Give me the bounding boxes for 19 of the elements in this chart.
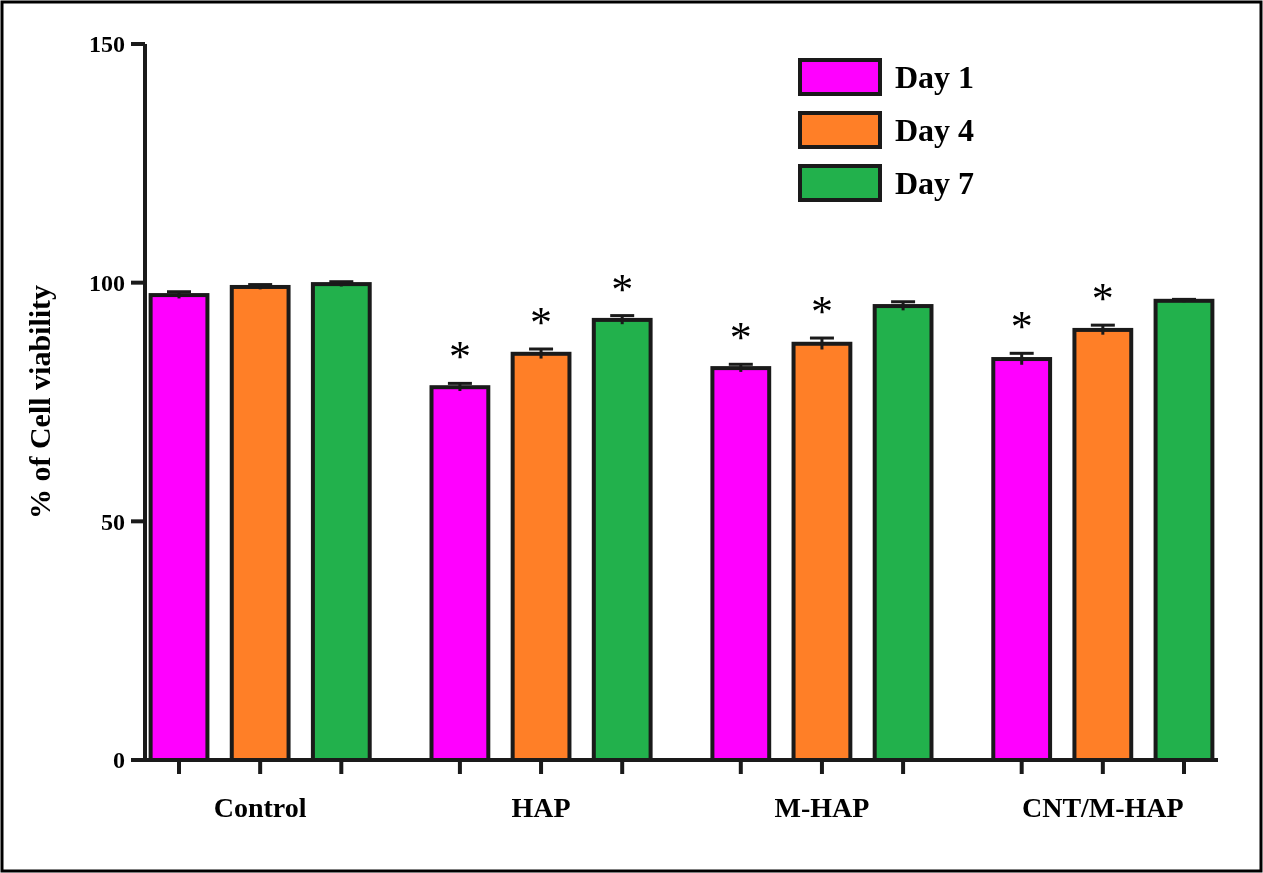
data-label: * (611, 264, 634, 314)
y-tick-label: 50 (101, 508, 125, 535)
x-tick-label: HAP (511, 792, 571, 823)
y-tick-label: 0 (113, 747, 125, 774)
legend-label: Day 4 (895, 112, 975, 149)
y-axis-title: % of Cell viability (23, 284, 56, 520)
legend-label: Day 7 (895, 165, 975, 202)
data-label: * (1091, 274, 1114, 324)
x-tick-label: Control (213, 792, 307, 823)
y-tick-label: 100 (89, 270, 125, 297)
data-label: * (729, 313, 752, 363)
x-tick-label: M-HAP (774, 792, 870, 823)
x-tick-label: CNT/M-HAP (1021, 792, 1184, 823)
legend-label: Day 1 (895, 59, 975, 96)
data-label: * (448, 332, 471, 382)
data-label: * (1010, 302, 1033, 352)
y-tick-label: 150 (89, 31, 125, 58)
data-label: * (810, 287, 833, 337)
data-label: * (530, 298, 553, 348)
